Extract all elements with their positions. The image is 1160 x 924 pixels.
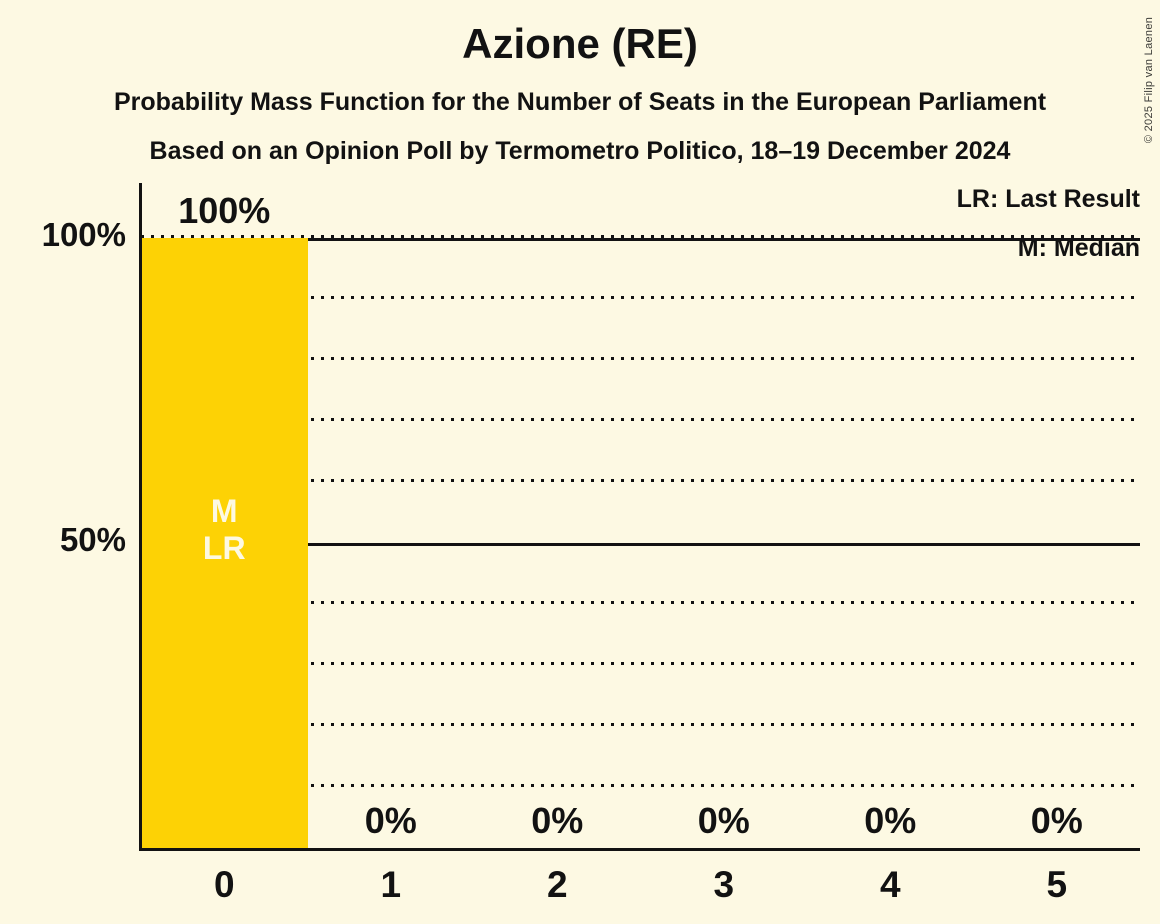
copyright-notice: © 2025 Filip van Laenen <box>1143 16 1155 144</box>
gridline-dotted-80pct <box>141 357 1140 360</box>
chart-subtitle-method: Probability Mass Function for the Number… <box>113 88 1047 116</box>
x-tick-label-2: 2 <box>546 864 568 905</box>
bar-value-label-0: 100% <box>178 190 271 231</box>
gridline-dotted-40pct <box>141 601 1140 604</box>
chart-subtitle-source: Based on an Opinion Poll by Termometro P… <box>149 137 1011 165</box>
gridline-dotted-30pct <box>141 662 1140 665</box>
bar-seats-0 <box>141 238 308 848</box>
bar-value-label-1: 0% <box>364 800 417 841</box>
x-tick-label-3: 3 <box>713 864 735 905</box>
x-tick-label-4: 4 <box>879 864 901 905</box>
legend-last-result: LR: Last Result <box>956 185 1140 213</box>
last-result-marker-label: LR <box>202 530 246 566</box>
gridline-solid-50pct <box>141 543 1140 546</box>
gridline-dotted-10pct <box>141 784 1140 787</box>
gridline-dotted-60pct <box>141 479 1140 482</box>
bar-value-label-3: 0% <box>697 800 750 841</box>
x-tick-label-5: 5 <box>1046 864 1068 905</box>
gridline-dotted-90pct <box>141 296 1140 299</box>
median-marker-label: M <box>210 493 238 529</box>
bar-value-label-2: 0% <box>531 800 584 841</box>
x-tick-label-1: 1 <box>380 864 402 905</box>
y-tick-label-100pct: 100% <box>41 216 126 253</box>
legend-median: M: Median <box>1017 234 1140 262</box>
median-last-result-annotation: M LR <box>141 493 308 567</box>
gridline-solid-100pct <box>141 238 1140 241</box>
chart-title: Azione (RE) <box>462 20 698 67</box>
y-axis-line <box>139 183 142 851</box>
y-tick-label-50pct: 50% <box>59 521 126 558</box>
x-tick-label-0: 0 <box>213 864 235 905</box>
x-axis-line <box>139 848 1140 851</box>
bar-value-label-4: 0% <box>864 800 917 841</box>
gridline-dotted-70pct <box>141 418 1140 421</box>
bar-value-label-5: 0% <box>1030 800 1083 841</box>
gridline-dotted-20pct <box>141 723 1140 726</box>
gridline-dotted-100pct <box>141 235 1140 238</box>
